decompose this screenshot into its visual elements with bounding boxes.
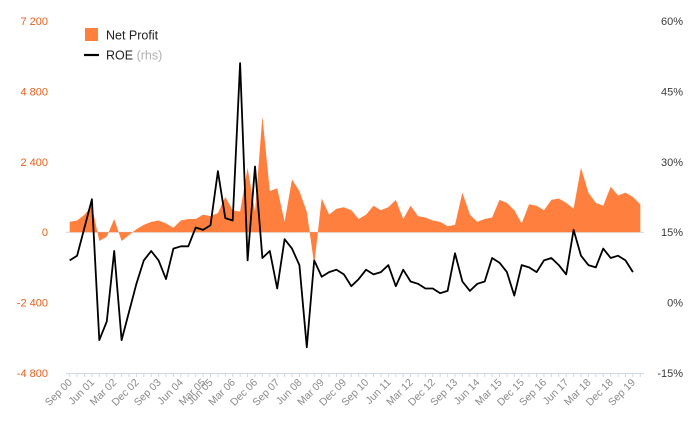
- legend-roe-name: ROE: [106, 49, 133, 63]
- right-axis-tick-label: 15%: [661, 227, 683, 239]
- legend-net-profit-swatch: [85, 28, 98, 41]
- legend-roe-suffix: (rhs): [133, 49, 162, 63]
- left-axis-tick-label: 0: [42, 227, 48, 239]
- roe-line: [69, 62, 634, 349]
- net-profit-area: [69, 116, 641, 265]
- left-axis-tick-label: 7 200: [20, 16, 48, 28]
- left-axis-tick-label: -4 800: [17, 368, 48, 380]
- legend: Net Profit ROE (rhs): [84, 28, 162, 63]
- left-axis-ticks: 7 200 4 800 2 400 0 -2 400 -4 800: [17, 16, 48, 380]
- legend-roe-label: ROE (rhs): [106, 49, 162, 63]
- right-axis-tick-label: 0%: [667, 298, 683, 310]
- left-axis-tick-label: 4 800: [20, 86, 48, 98]
- right-axis-tick-label: -15%: [657, 368, 683, 380]
- right-axis-tick-label: 30%: [661, 157, 683, 169]
- right-axis-ticks: 60% 45% 30% 15% 0% -15%: [657, 16, 683, 380]
- left-axis-tick-label: 2 400: [20, 157, 48, 169]
- legend-net-profit-label: Net Profit: [106, 29, 159, 43]
- right-axis-tick-label: 60%: [661, 16, 683, 28]
- right-axis-tick-label: 45%: [661, 86, 683, 98]
- left-axis-tick-label: -2 400: [17, 298, 48, 310]
- x-axis-minor-ticks: [69, 373, 641, 377]
